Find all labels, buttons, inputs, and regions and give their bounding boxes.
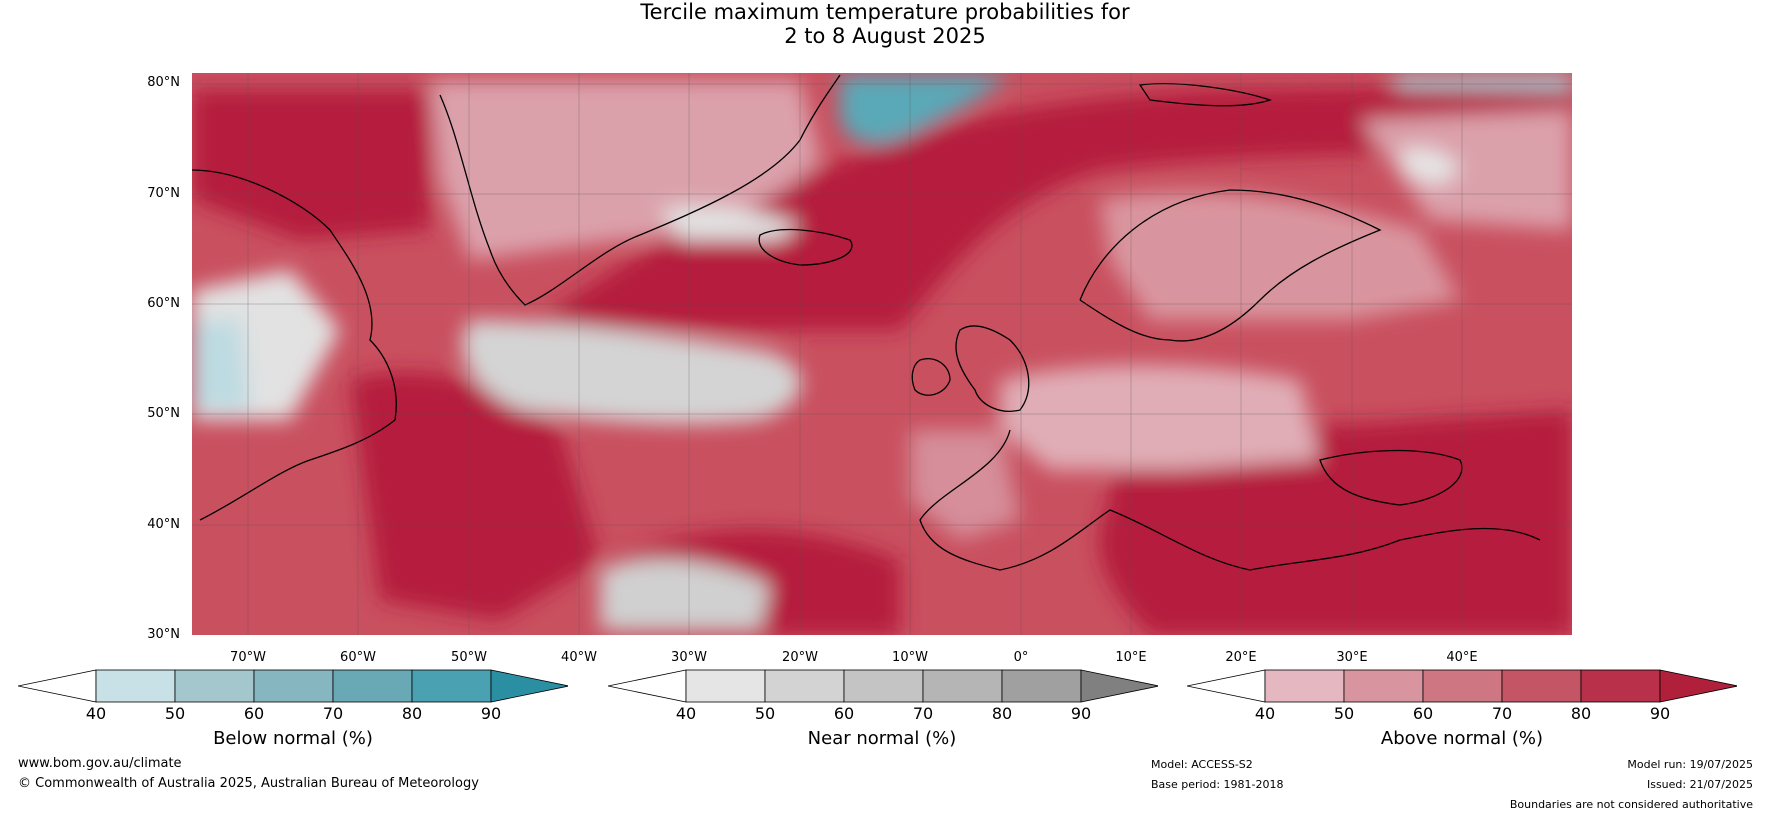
below-normal-fram-strait — [840, 75, 1010, 144]
lon-label-30w: 30°W — [671, 650, 707, 665]
above-light-iberia — [910, 430, 1020, 540]
footer-url: www.bom.gov.au/climate — [18, 756, 182, 771]
scandinavia-coast — [1079, 189, 1382, 342]
below-segment-3 — [332, 669, 413, 703]
lon-label-10w: 10°W — [892, 650, 928, 665]
near-segment-4 — [1001, 669, 1082, 703]
below-segment-2 — [253, 669, 334, 703]
lon-label-70w: 70°W — [230, 650, 266, 665]
footer-base-period: Base period: 1981-2018 — [1151, 778, 1284, 791]
map-title: Tercile maximum temperature probabilitie… — [0, 0, 1770, 48]
iceland-coast — [758, 228, 853, 266]
footer-copyright: © Commonwealth of Australia 2025, Austra… — [18, 776, 479, 791]
lon-label-60w: 60°W — [340, 650, 376, 665]
colorbar-near-title: Near normal (%) — [807, 728, 957, 749]
above-low-extend — [1187, 669, 1266, 703]
below-tick-90: 90 — [480, 704, 502, 723]
lat-label-40n: 40°N — [147, 517, 180, 532]
footer-issued: Issued: 21/07/2025 — [1646, 778, 1753, 791]
above-high-extend — [1659, 669, 1737, 703]
near-tick-80: 80 — [991, 704, 1013, 723]
colorbar-near-normal — [608, 669, 1158, 703]
above-segment-2 — [1422, 669, 1503, 703]
above-tick-50: 50 — [1333, 704, 1355, 723]
above-tick-70: 70 — [1491, 704, 1513, 723]
above-tick-80: 80 — [1570, 704, 1592, 723]
below-high-extend — [490, 669, 568, 703]
above-tick-90: 90 — [1649, 704, 1671, 723]
lon-label-50w: 50°W — [451, 650, 487, 665]
lon-label-10e: 10°E — [1115, 650, 1147, 665]
lon-label-20e: 20°E — [1225, 650, 1257, 665]
near-tick-90: 90 — [1070, 704, 1092, 723]
above-tick-40: 40 — [1254, 704, 1276, 723]
lat-label-80n: 80°N — [147, 75, 180, 90]
near-segment-2 — [843, 669, 924, 703]
title-line-2: 2 to 8 August 2025 — [784, 24, 986, 48]
below-segment-0 — [95, 669, 176, 703]
near-tick-70: 70 — [912, 704, 934, 723]
graticule — [192, 73, 1572, 635]
title-line-1: Tercile maximum temperature probabilitie… — [640, 0, 1130, 24]
near-normal-barents — [1400, 148, 1460, 185]
black-sea-coast — [1319, 449, 1463, 506]
britain-coast — [955, 325, 1030, 412]
near-tick-50: 50 — [754, 704, 776, 723]
above-light-central-europe — [1000, 365, 1320, 470]
lat-label-50n: 50°N — [147, 406, 180, 421]
colorbar-below-title: Below normal (%) — [213, 728, 373, 749]
lon-label-40w: 40°W — [561, 650, 597, 665]
below-tick-60: 60 — [243, 704, 265, 723]
below-normal-arctic-east — [1390, 75, 1572, 90]
near-high-extend — [1080, 669, 1158, 703]
near-normal-south-atlantic — [600, 559, 770, 630]
below-tick-40: 40 — [85, 704, 107, 723]
near-segment-1 — [764, 669, 845, 703]
lon-label-40e: 40°E — [1446, 650, 1478, 665]
lon-label-30e: 30°E — [1336, 650, 1368, 665]
near-tick-40: 40 — [675, 704, 697, 723]
footer-model: Model: ACCESS-S2 — [1151, 758, 1253, 771]
colorbar-above-normal — [1187, 669, 1737, 703]
above-segment-4 — [1580, 669, 1661, 703]
below-segment-1 — [174, 669, 255, 703]
canada-coast — [192, 169, 397, 521]
above-segment-0 — [1264, 669, 1345, 703]
footer-model-run: Model run: 19/07/2025 — [1627, 758, 1753, 771]
colorbar-above-title: Above normal (%) — [1380, 728, 1544, 749]
colorbar-below-normal — [18, 669, 568, 703]
below-normal-labrador — [192, 320, 250, 410]
below-low-extend — [18, 669, 97, 703]
lat-label-70n: 70°N — [147, 186, 180, 201]
lat-label-30n: 30°N — [147, 627, 180, 642]
above-dark-arctic-canada — [192, 90, 430, 240]
lat-label-60n: 60°N — [147, 296, 180, 311]
ireland-coast — [911, 358, 951, 396]
below-tick-80: 80 — [401, 704, 423, 723]
above-segment-1 — [1343, 669, 1424, 703]
near-segment-0 — [685, 669, 766, 703]
map-field — [192, 73, 1572, 635]
near-segment-3 — [922, 669, 1003, 703]
below-tick-50: 50 — [164, 704, 186, 723]
above-tick-60: 60 — [1412, 704, 1434, 723]
above-light-scandinavia — [1100, 191, 1460, 320]
mediterranean-coast — [919, 429, 1541, 571]
below-segment-4 — [411, 669, 492, 703]
footer-disclaimer: Boundaries are not considered authoritat… — [1509, 798, 1753, 811]
below-tick-70: 70 — [322, 704, 344, 723]
above-light-siberia — [1360, 110, 1572, 230]
svalbard-coast — [1138, 83, 1273, 107]
lon-label-0: 0° — [1013, 650, 1029, 665]
near-low-extend — [608, 669, 687, 703]
near-normal-iceland-strait — [660, 205, 800, 240]
above-segment-3 — [1501, 669, 1582, 703]
above-dark-west-atlantic — [350, 372, 600, 620]
near-normal-mid-atlantic — [462, 320, 802, 425]
lon-label-20w: 20°W — [782, 650, 818, 665]
near-tick-60: 60 — [833, 704, 855, 723]
above-dark-atlantic — [540, 85, 1572, 330]
